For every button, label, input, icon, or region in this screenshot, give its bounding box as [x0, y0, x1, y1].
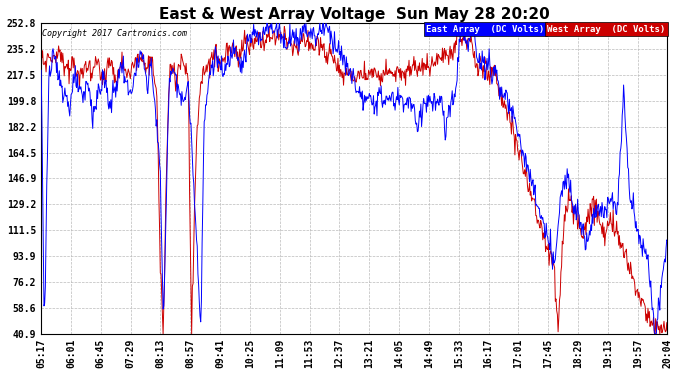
- Text: Copyright 2017 Cartronics.com: Copyright 2017 Cartronics.com: [42, 29, 188, 38]
- Text: West Array  (DC Volts): West Array (DC Volts): [547, 25, 665, 34]
- Title: East & West Array Voltage  Sun May 28 20:20: East & West Array Voltage Sun May 28 20:…: [159, 7, 550, 22]
- Text: East Array  (DC Volts): East Array (DC Volts): [426, 25, 544, 34]
